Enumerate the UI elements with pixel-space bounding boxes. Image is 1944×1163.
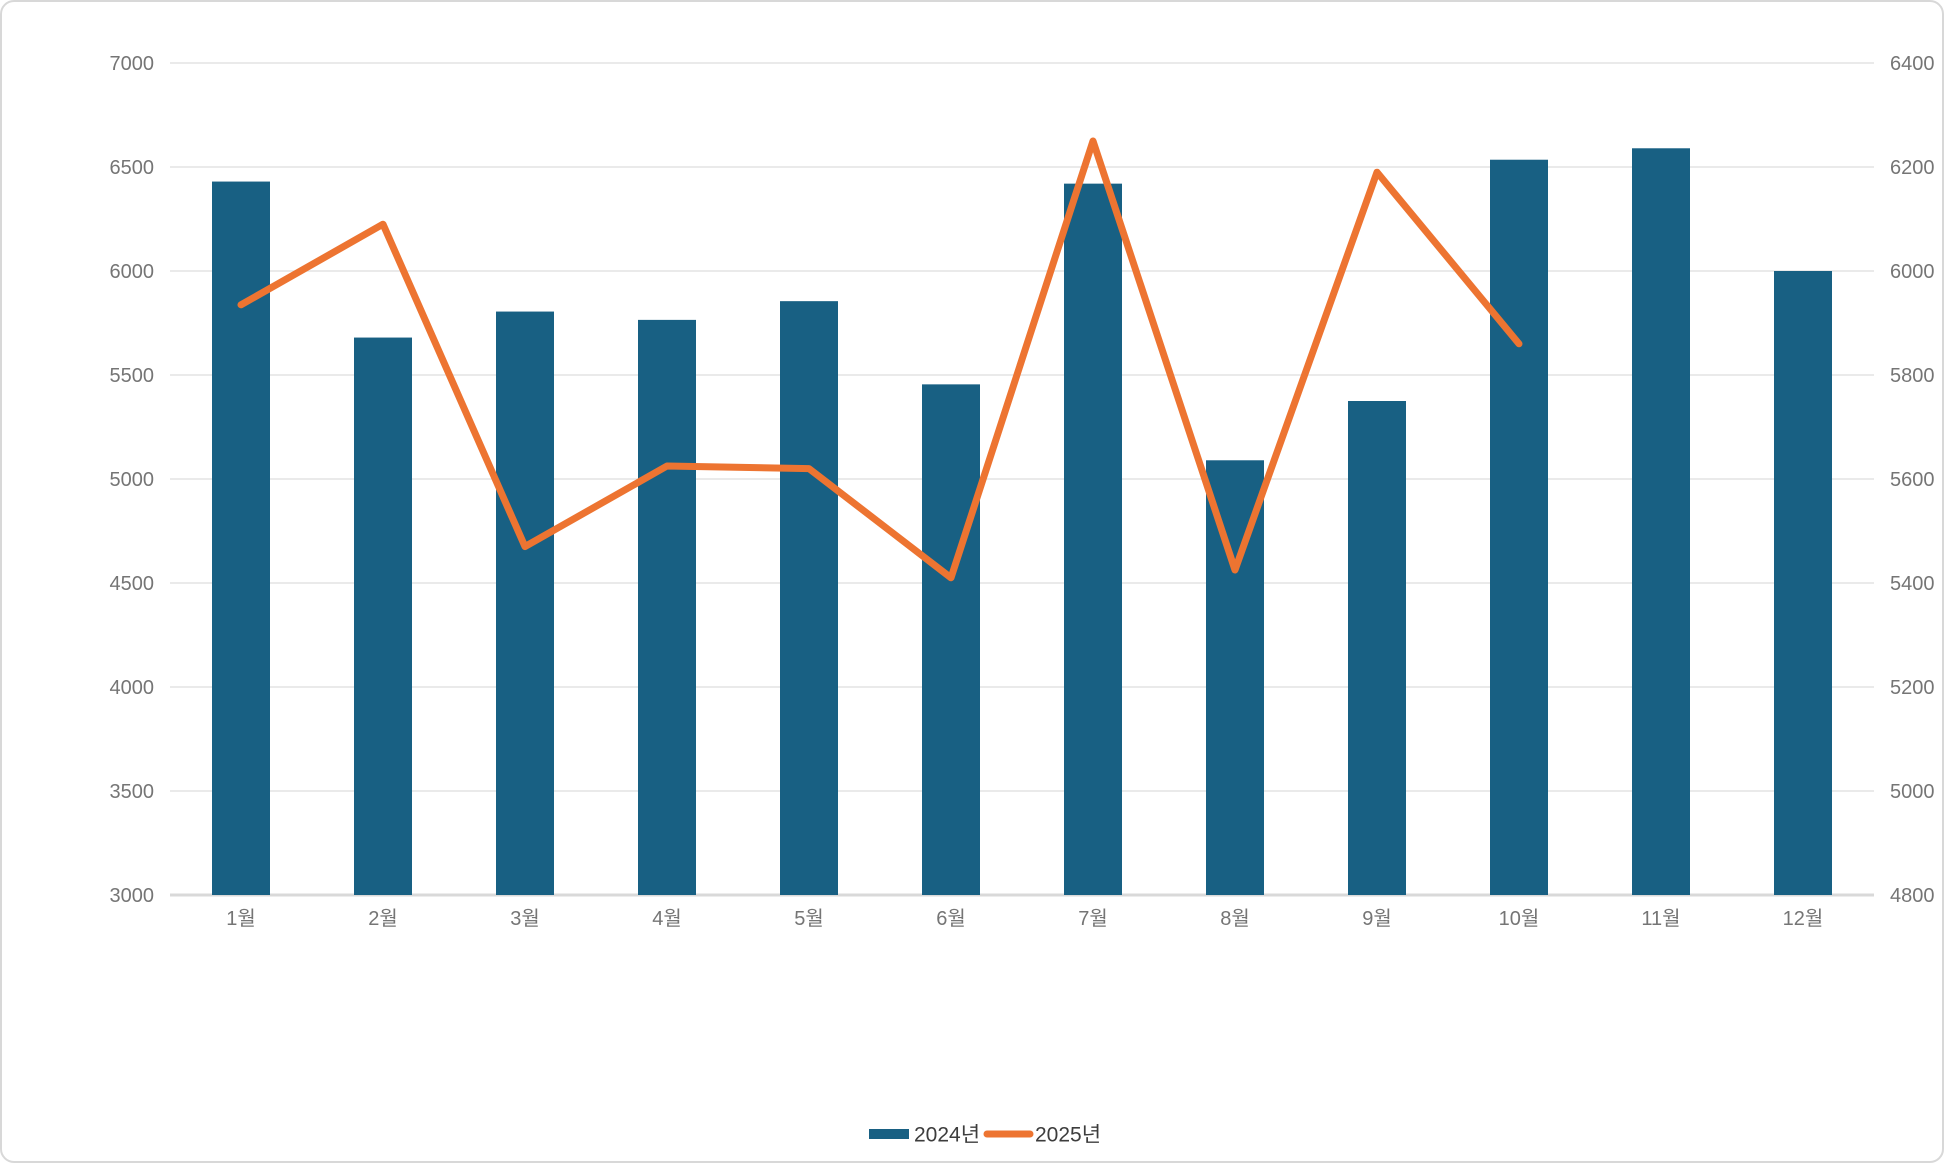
left-axis-tick-label: 3000 <box>110 885 155 907</box>
legend-label-2024: 2024년 <box>914 1123 980 1146</box>
left-axis-tick-label: 5000 <box>110 469 155 491</box>
legend-bar-swatch <box>869 1129 909 1139</box>
right-axis-tick-label: 6400 <box>1890 53 1935 75</box>
left-axis-tick-label: 5500 <box>110 365 155 387</box>
line-series-2025[interactable] <box>237 137 1523 582</box>
left-axis-tick-label: 4500 <box>110 573 155 595</box>
x-axis-label: 7월 <box>1078 907 1108 930</box>
legend-item-2025[interactable]: 2025년 <box>983 1123 1101 1146</box>
right-axis-tick-label: 5200 <box>1890 677 1935 699</box>
bar-3월[interactable] <box>496 311 554 895</box>
x-axis-label: 8월 <box>1220 907 1250 930</box>
bar-12월[interactable] <box>1774 271 1832 895</box>
left-axis-tick-label: 7000 <box>110 53 155 75</box>
bar-5월[interactable] <box>780 301 838 895</box>
x-axis-label: 10월 <box>1499 907 1540 930</box>
x-axis-label: 4월 <box>652 907 682 930</box>
bar-6월[interactable] <box>922 384 980 895</box>
x-axis-label: 3월 <box>510 907 540 930</box>
right-axis-tick-label: 4800 <box>1890 885 1935 907</box>
left-axis-tick-label: 4000 <box>110 677 155 699</box>
legend-label-2025: 2025년 <box>1035 1123 1101 1146</box>
bar-4월[interactable] <box>638 319 696 895</box>
x-axis-label: 5월 <box>794 907 824 930</box>
bar-1월[interactable] <box>212 181 270 895</box>
legend: 2024년 2025년 <box>869 1123 1101 1146</box>
left-axis-tick-label: 3500 <box>110 781 155 803</box>
gridlines <box>170 62 1874 897</box>
x-axis-label: 11월 <box>1641 907 1680 930</box>
bar-2월[interactable] <box>354 337 412 895</box>
bar-11월[interactable] <box>1632 148 1690 895</box>
right-axis-tick-label: 5800 <box>1890 365 1935 387</box>
x-axis-labels: 1월 2월 3월 4월 5월 6월 7월 8월 9월 10월 11월 12월 <box>226 907 1823 930</box>
left-axis-tick-label: 6000 <box>110 261 155 283</box>
x-axis-label: 1월 <box>226 907 256 930</box>
right-axis-tick-label: 6000 <box>1890 261 1935 283</box>
legend-item-2024[interactable]: 2024년 <box>869 1123 980 1146</box>
right-axis-tick-label: 5400 <box>1890 573 1935 595</box>
bar-7월[interactable] <box>1064 183 1122 895</box>
right-axis-tick-label: 5600 <box>1890 469 1935 491</box>
right-axis-tick-label: 6200 <box>1890 157 1935 179</box>
x-axis-label: 9월 <box>1362 907 1392 930</box>
left-axis-tick-labels: 3000 3500 4000 4500 5000 5500 6000 6500 7000 <box>110 53 155 907</box>
bar-series-2024 <box>212 148 1832 896</box>
right-axis-tick-labels: 4800 5000 5200 5400 5600 5800 6000 6200 6400 <box>1890 53 1935 907</box>
x-axis-label: 6월 <box>936 907 966 930</box>
x-axis-label: 12월 <box>1783 907 1824 930</box>
bar-10월[interactable] <box>1490 159 1548 896</box>
bar-8월[interactable] <box>1206 460 1264 895</box>
bar-9월[interactable] <box>1348 401 1406 895</box>
x-axis-label: 2월 <box>368 907 398 930</box>
left-axis-tick-label: 6500 <box>110 157 155 179</box>
right-axis-tick-label: 5000 <box>1890 781 1935 803</box>
